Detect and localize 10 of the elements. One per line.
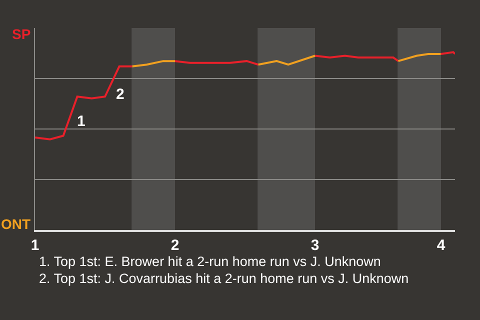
x-tick-label: 3 <box>310 237 320 254</box>
text: ONT <box>1 216 31 232</box>
annotation: 2 <box>116 86 124 103</box>
annotation: 1 <box>77 113 86 130</box>
text: SP <box>12 26 31 42</box>
x-tick-label: 2 <box>170 237 180 254</box>
text: 2. Top 1st: J. Covarrubias hit a 2-run home run vs J. Unknown <box>39 271 409 286</box>
x-tick-label: 4 <box>436 237 446 254</box>
text: 1. Top 1st: E. Brower hit a 2-run home run vs J. Unknown <box>39 254 381 269</box>
x-tick-label: 1 <box>30 237 40 254</box>
